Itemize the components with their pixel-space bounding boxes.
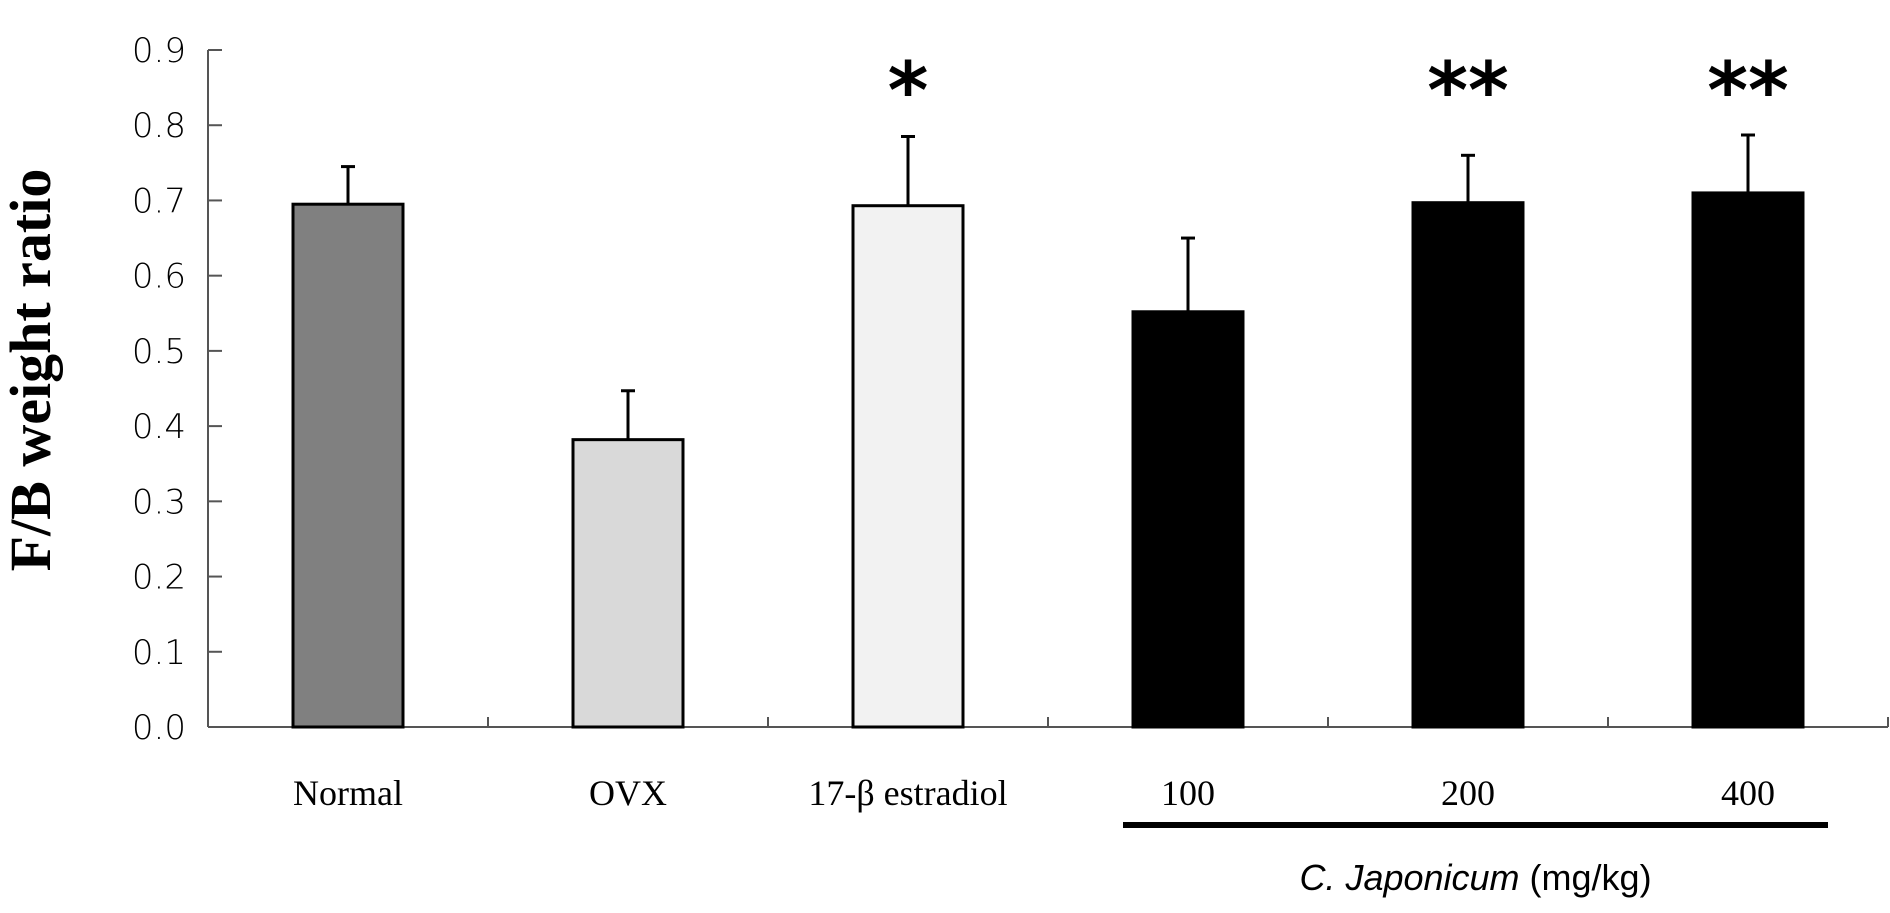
category-label: OVX bbox=[589, 773, 667, 813]
bar-group: * bbox=[851, 47, 965, 729]
group-label: C. Japonicum (mg/kg) bbox=[1299, 857, 1651, 898]
y-tick-label: 0.5 bbox=[132, 332, 186, 372]
y-axis-ticks: 0.0 0.1 0.2 0.3 0.4 0.5 0.6 0.7 0.8 0.9 bbox=[132, 31, 222, 748]
category-label: 200 bbox=[1441, 773, 1495, 813]
y-tick-label: 0.4 bbox=[132, 407, 186, 447]
bar bbox=[1131, 310, 1245, 729]
bar-group bbox=[571, 389, 685, 729]
group-annotation: C. Japonicum (mg/kg) bbox=[1123, 822, 1828, 898]
bar-group bbox=[291, 165, 405, 729]
y-tick-label: 0.6 bbox=[132, 257, 186, 297]
y-tick-label: 0.1 bbox=[132, 633, 186, 673]
significance-marker: ** bbox=[1707, 47, 1789, 137]
significance-marker: ** bbox=[1427, 47, 1509, 137]
significance-marker: * bbox=[888, 47, 929, 137]
bar bbox=[571, 438, 685, 729]
bar bbox=[1691, 191, 1805, 729]
y-tick-label: 0.9 bbox=[132, 31, 186, 71]
bars: * ** ** bbox=[291, 47, 1805, 729]
axes-lines bbox=[207, 50, 1889, 728]
y-tick-label: 0.3 bbox=[132, 482, 186, 522]
y-axis-label: F/B weight ratio bbox=[0, 169, 63, 572]
bar-group: ** bbox=[1411, 47, 1525, 729]
y-tick-label: 0.7 bbox=[132, 181, 186, 221]
category-label: 400 bbox=[1721, 773, 1775, 813]
y-tick-label: 0.8 bbox=[132, 106, 186, 146]
category-label: 100 bbox=[1161, 773, 1215, 813]
y-tick-label: 0.0 bbox=[132, 708, 186, 748]
bar-group: ** bbox=[1691, 47, 1805, 729]
bar bbox=[851, 204, 965, 729]
category-labels: Normal OVX 17-β estradiol 100 200 400 bbox=[293, 773, 1775, 813]
bar bbox=[291, 202, 405, 729]
category-label: 17-β estradiol bbox=[808, 773, 1007, 813]
bar-group bbox=[1131, 236, 1245, 729]
y-axis-title: F/B weight ratio bbox=[0, 169, 63, 572]
category-label: Normal bbox=[293, 773, 403, 813]
y-tick-label: 0.2 bbox=[132, 558, 186, 598]
bar bbox=[1411, 201, 1525, 729]
